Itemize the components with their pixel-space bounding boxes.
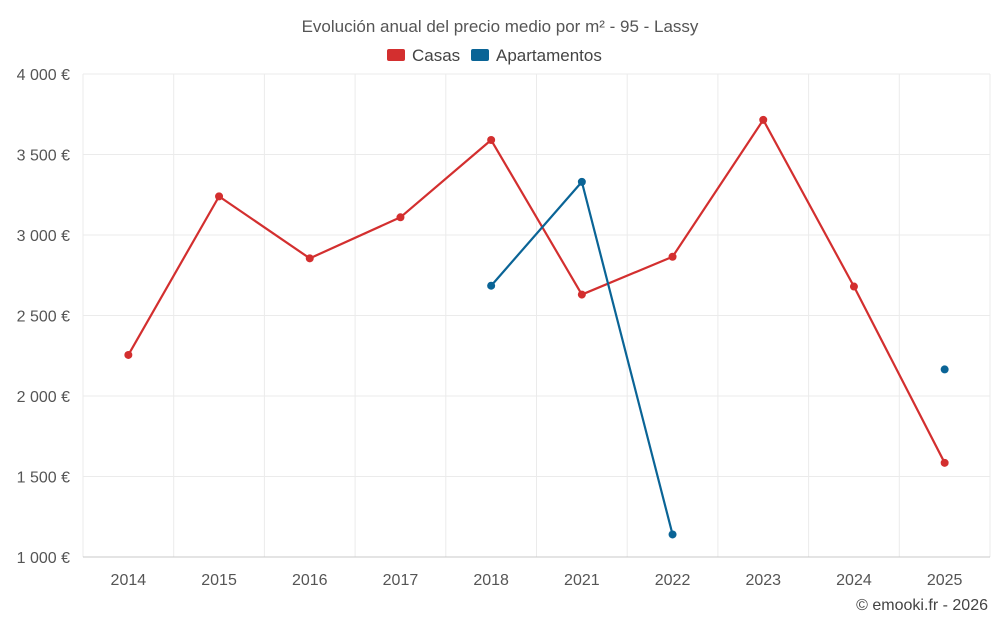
y-tick-label: 2 000 €	[17, 389, 70, 406]
grid	[82, 73, 991, 557]
x-tick-label: 2025	[927, 572, 963, 589]
data-point-apartamentos-2025[interactable]	[940, 365, 949, 374]
credit-text: © emooki.fr - 2026	[856, 597, 988, 614]
legend-item-casas[interactable]: Casas	[387, 46, 460, 65]
x-tick-label: 2023	[745, 572, 781, 589]
data-point-casas-2017[interactable]	[396, 213, 405, 222]
data-point-casas-2021[interactable]	[577, 290, 586, 299]
x-axis-labels: 2014 2015 2016 2017 2018 2021 2022 2023 2024 2025	[111, 572, 963, 589]
data-point-casas-2024[interactable]	[849, 282, 858, 291]
x-tick-label: 2017	[383, 572, 419, 589]
data-point-casas-2022[interactable]	[668, 252, 677, 261]
data-point-casas-2018[interactable]	[487, 136, 496, 145]
data-point-apartamentos-2021[interactable]	[577, 177, 586, 186]
legend-swatch-casas	[387, 49, 405, 61]
y-tick-label: 4 000 €	[17, 67, 70, 84]
x-tick-label: 2016	[292, 572, 328, 589]
x-tick-label: 2014	[111, 572, 147, 589]
x-tick-label: 2018	[473, 572, 509, 589]
data-point-casas-2016[interactable]	[305, 254, 314, 263]
y-tick-label: 1 500 €	[17, 470, 70, 487]
data-point-apartamentos-2022[interactable]	[668, 530, 677, 539]
data-point-casas-2025[interactable]	[940, 458, 949, 467]
y-tick-label: 3 000 €	[17, 228, 70, 245]
y-axis-labels: 1 000 € 1 500 € 2 000 € 2 500 € 3 000 € 3 500…	[17, 67, 70, 567]
series-casas	[124, 115, 949, 467]
legend-item-apartamentos[interactable]: Apartamentos	[471, 46, 602, 65]
chart-title: Evolución anual del precio medio por m² …	[302, 17, 699, 36]
series	[124, 115, 949, 539]
legend-label-casas: Casas	[412, 46, 460, 65]
x-tick-label: 2024	[836, 572, 872, 589]
data-point-casas-2023[interactable]	[759, 115, 768, 124]
legend-label-apartamentos: Apartamentos	[496, 46, 602, 65]
legend: Casas Apartamentos	[387, 46, 602, 65]
data-point-casas-2015[interactable]	[215, 192, 224, 201]
series-line-casas	[127, 118, 946, 464]
x-tick-label: 2022	[655, 572, 691, 589]
data-point-casas-2014[interactable]	[124, 350, 133, 359]
x-tick-label: 2015	[201, 572, 237, 589]
data-point-apartamentos-2018[interactable]	[487, 281, 496, 290]
y-tick-label: 2 500 €	[17, 309, 70, 326]
x-tick-label: 2021	[564, 572, 600, 589]
legend-swatch-apartamentos	[471, 49, 489, 61]
y-tick-label: 1 000 €	[17, 550, 70, 567]
y-tick-label: 3 500 €	[17, 148, 70, 165]
series-apartamentos	[487, 177, 949, 539]
